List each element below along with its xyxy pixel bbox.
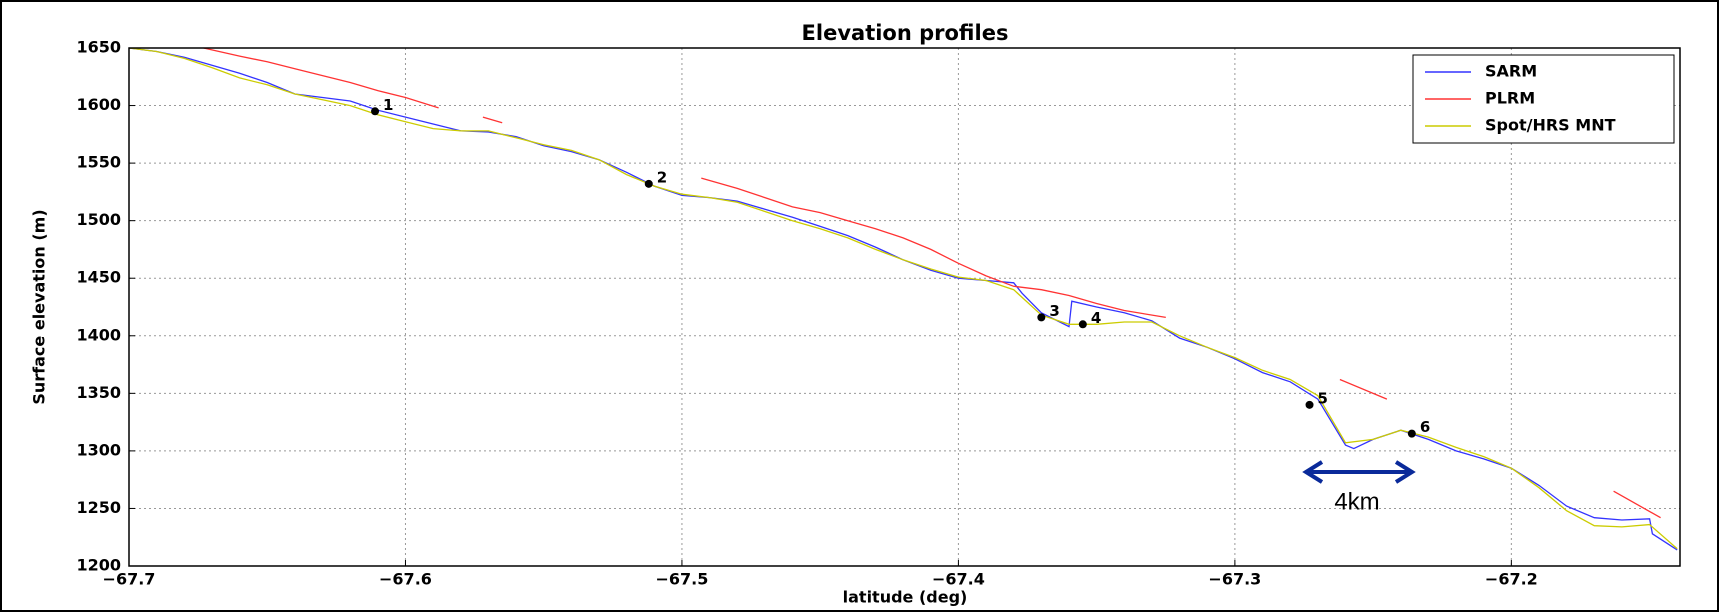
y-tick-label: 1500 bbox=[76, 210, 121, 229]
y-tick-label: 1650 bbox=[76, 38, 121, 57]
x-tick-label: −67.6 bbox=[379, 570, 432, 589]
y-tick-label: 1200 bbox=[76, 556, 121, 575]
y-tick-label: 1400 bbox=[76, 325, 121, 344]
point-label: 5 bbox=[1318, 389, 1328, 407]
y-tick-label: 1300 bbox=[76, 440, 121, 459]
point-label: 6 bbox=[1420, 418, 1430, 436]
series-line bbox=[203, 47, 1661, 519]
legend-label: Spot/HRS MNT bbox=[1485, 116, 1616, 135]
point-marker bbox=[371, 107, 380, 116]
legend-label: PLRM bbox=[1485, 89, 1535, 108]
series-line bbox=[128, 47, 1678, 550]
x-tick-label: −67.5 bbox=[655, 570, 708, 589]
chart-title: Elevation profiles bbox=[802, 21, 1009, 45]
y-tick-label: 1550 bbox=[76, 153, 121, 172]
point-marker bbox=[1305, 400, 1314, 409]
legend-label: SARM bbox=[1485, 62, 1537, 81]
series-line bbox=[128, 47, 1678, 551]
x-axis-label: latitude (deg) bbox=[843, 588, 968, 607]
point-label: 2 bbox=[657, 168, 667, 186]
y-axis-label: Surface elevation (m) bbox=[30, 209, 49, 404]
point-label: 1 bbox=[383, 96, 393, 114]
x-tick-label: −67.3 bbox=[1208, 570, 1261, 589]
plot-area: 1200 1250 1300 1350 1400 1450 1500 1550 1600 1650… bbox=[76, 38, 1680, 589]
x-tick-label: −67.7 bbox=[103, 570, 156, 589]
axes-box bbox=[128, 47, 1681, 567]
point-label: 3 bbox=[1049, 302, 1059, 320]
x-tick-label: −67.4 bbox=[932, 570, 985, 589]
y-tick-label: 1250 bbox=[76, 498, 121, 517]
scale-label: 4km bbox=[1334, 488, 1379, 515]
x-tick-label: −67.2 bbox=[1485, 570, 1538, 589]
y-tick-label: 1450 bbox=[76, 268, 121, 287]
arrow-heads bbox=[1302, 460, 1416, 484]
y-tick-label: 1350 bbox=[76, 383, 121, 402]
point-marker bbox=[1078, 320, 1087, 329]
point-marker bbox=[1037, 313, 1046, 322]
y-tick-label: 1600 bbox=[76, 95, 121, 114]
point-label: 4 bbox=[1091, 309, 1101, 327]
legend: SARM PLRM Spot/HRS MNT bbox=[1412, 54, 1675, 144]
point-marker bbox=[644, 179, 653, 188]
point-marker bbox=[1407, 429, 1416, 438]
